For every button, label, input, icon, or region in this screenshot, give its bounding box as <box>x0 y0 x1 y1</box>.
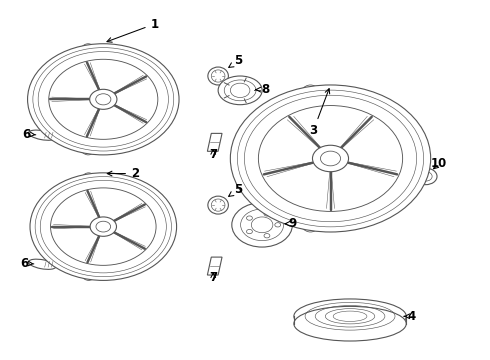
Text: 7: 7 <box>209 271 217 284</box>
Text: 1: 1 <box>107 18 159 42</box>
Circle shape <box>232 203 293 247</box>
Text: 2: 2 <box>107 167 139 180</box>
Text: 7: 7 <box>209 148 217 161</box>
Circle shape <box>415 168 437 185</box>
Text: 3: 3 <box>309 89 330 137</box>
Text: 6: 6 <box>22 127 36 141</box>
Ellipse shape <box>294 306 406 341</box>
Ellipse shape <box>28 130 56 140</box>
Text: 8: 8 <box>256 83 270 96</box>
Ellipse shape <box>208 196 228 214</box>
Circle shape <box>90 217 117 236</box>
Ellipse shape <box>218 76 262 105</box>
Polygon shape <box>207 257 222 275</box>
Circle shape <box>230 85 431 232</box>
Circle shape <box>27 44 179 155</box>
Text: 5: 5 <box>229 183 243 196</box>
Circle shape <box>30 173 176 280</box>
Text: 4: 4 <box>404 310 415 323</box>
Circle shape <box>90 89 117 109</box>
Text: 6: 6 <box>20 257 34 270</box>
Text: 5: 5 <box>229 54 243 67</box>
Ellipse shape <box>28 259 56 269</box>
Polygon shape <box>207 134 222 151</box>
Text: 10: 10 <box>431 157 447 170</box>
Text: 9: 9 <box>285 217 297 230</box>
Ellipse shape <box>294 299 406 334</box>
Ellipse shape <box>208 67 228 85</box>
Circle shape <box>313 145 348 172</box>
